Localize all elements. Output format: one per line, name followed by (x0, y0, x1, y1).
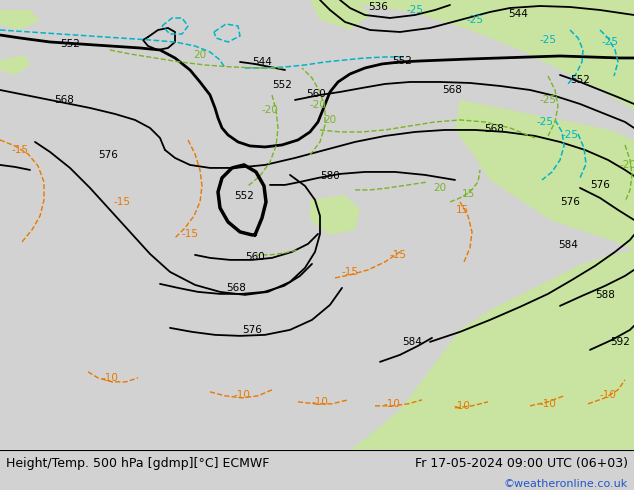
Text: 552: 552 (60, 39, 80, 49)
Text: 568: 568 (54, 95, 74, 105)
Text: 576: 576 (560, 197, 580, 207)
Polygon shape (455, 100, 634, 250)
Text: -15: -15 (342, 267, 358, 277)
Text: -25: -25 (467, 15, 484, 25)
Text: -25: -25 (536, 117, 553, 127)
Text: 552: 552 (272, 80, 292, 90)
Text: ©weatheronline.co.uk: ©weatheronline.co.uk (503, 479, 628, 489)
Polygon shape (0, 10, 40, 30)
Text: -25: -25 (562, 130, 578, 140)
Polygon shape (380, 0, 634, 110)
Text: 576: 576 (242, 325, 262, 335)
Text: -15: -15 (389, 250, 406, 260)
Text: 568: 568 (484, 124, 504, 134)
Text: 584: 584 (402, 337, 422, 347)
Text: -20: -20 (619, 160, 634, 170)
Polygon shape (320, 0, 634, 35)
Text: 20: 20 (434, 183, 446, 193)
Text: 15: 15 (462, 189, 475, 199)
Text: 576: 576 (98, 150, 118, 160)
Text: -10: -10 (101, 373, 119, 383)
Text: 20: 20 (323, 115, 337, 125)
Text: 584: 584 (558, 240, 578, 250)
Text: 580: 580 (320, 171, 340, 181)
Text: 552: 552 (392, 56, 412, 66)
Text: -25: -25 (540, 35, 557, 45)
Text: 15: 15 (455, 205, 469, 215)
Text: -10: -10 (540, 399, 557, 409)
Text: -20: -20 (262, 105, 278, 115)
Polygon shape (0, 55, 30, 75)
Text: Fr 17-05-2024 09:00 UTC (06+03): Fr 17-05-2024 09:00 UTC (06+03) (415, 457, 628, 470)
Text: 536: 536 (368, 2, 388, 12)
Text: 552: 552 (570, 75, 590, 85)
Text: -25: -25 (406, 5, 424, 15)
Text: 568: 568 (226, 283, 246, 293)
Text: -10: -10 (600, 390, 616, 400)
Text: 568: 568 (442, 85, 462, 95)
Text: 576: 576 (590, 180, 610, 190)
Polygon shape (350, 250, 634, 450)
Text: 592: 592 (610, 337, 630, 347)
Text: -10: -10 (311, 397, 328, 407)
Text: 552: 552 (234, 191, 254, 201)
Text: -10: -10 (233, 390, 250, 400)
Text: -10: -10 (453, 401, 470, 411)
Polygon shape (310, 0, 370, 30)
Text: -15: -15 (11, 145, 29, 155)
Text: 588: 588 (595, 290, 615, 300)
Polygon shape (540, 0, 634, 5)
Text: -25: -25 (602, 37, 619, 47)
Text: 20: 20 (193, 50, 207, 60)
Text: -15: -15 (181, 229, 198, 239)
Text: -20: -20 (309, 100, 327, 110)
Text: 560: 560 (306, 89, 326, 99)
Text: 544: 544 (252, 57, 272, 67)
Text: -25: -25 (540, 95, 557, 105)
Text: 544: 544 (508, 9, 528, 19)
Polygon shape (310, 195, 360, 235)
Text: -10: -10 (384, 399, 401, 409)
Text: Height/Temp. 500 hPa [gdmp][°C] ECMWF: Height/Temp. 500 hPa [gdmp][°C] ECMWF (6, 457, 269, 470)
Text: 560: 560 (245, 252, 265, 262)
Text: -15: -15 (113, 197, 131, 207)
